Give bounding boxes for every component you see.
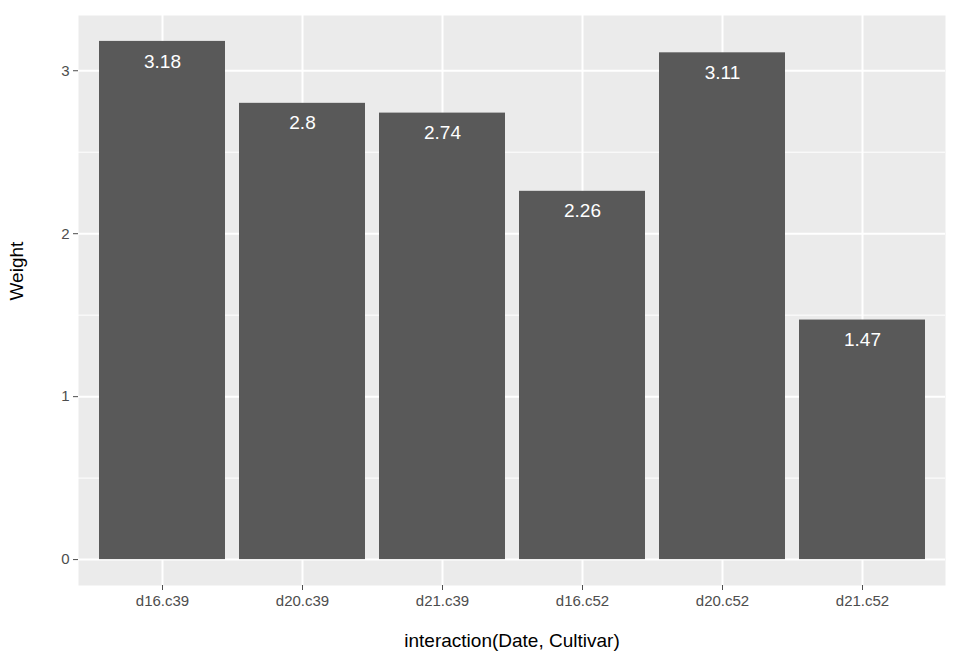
svg-text:1.47: 1.47 [844,329,881,350]
svg-text:d20.c52: d20.c52 [696,592,749,609]
svg-text:2.26: 2.26 [564,200,601,221]
svg-text:d16.c39: d16.c39 [136,592,189,609]
svg-text:d20.c39: d20.c39 [276,592,329,609]
svg-text:3: 3 [61,62,69,79]
svg-text:d16.c52: d16.c52 [556,592,609,609]
svg-text:1: 1 [61,387,69,404]
svg-text:d21.c52: d21.c52 [836,592,889,609]
svg-text:Weight: Weight [6,241,27,301]
svg-text:interaction(Date, Cultivar): interaction(Date, Cultivar) [404,630,619,651]
svg-text:d21.c39: d21.c39 [416,592,469,609]
svg-text:2.8: 2.8 [289,112,315,133]
svg-text:0: 0 [61,550,69,567]
svg-text:2.74: 2.74 [424,122,461,143]
svg-text:2: 2 [61,224,69,241]
svg-text:3.18: 3.18 [144,50,181,71]
svg-text:3.11: 3.11 [705,62,741,83]
